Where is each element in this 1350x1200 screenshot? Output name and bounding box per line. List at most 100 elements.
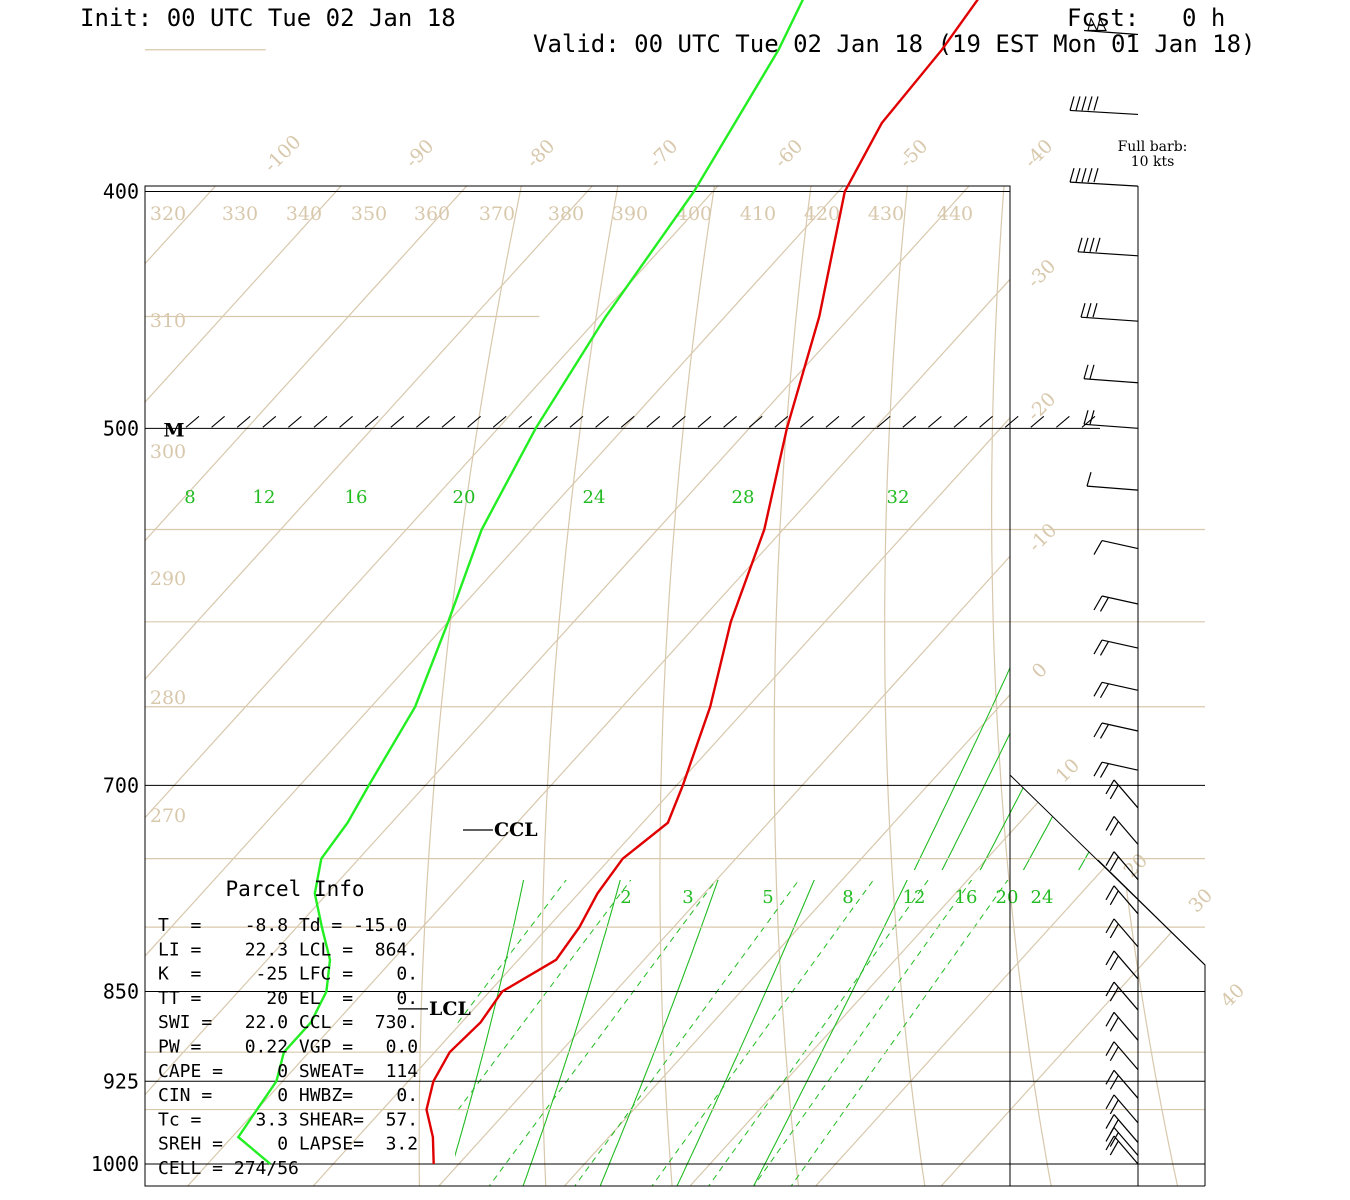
dry-adiabat-label: 400 <box>676 203 712 225</box>
barb-flag <box>1109 1140 1119 1156</box>
barb-flag <box>1077 237 1083 252</box>
melting-hatch <box>953 415 968 428</box>
parcel-info-row: K = -25 LFC = 0. <box>158 964 418 985</box>
dry-adiabat-line <box>418 186 1002 1186</box>
parcel-info-title: Parcel Info <box>225 877 364 901</box>
barb-flag <box>1105 1094 1115 1110</box>
moist-adiabat-label: 32 <box>887 487 910 508</box>
wind-barb <box>1093 595 1139 612</box>
melting-hatch <box>1081 415 1096 428</box>
dry-adiabat-label: 280 <box>150 687 186 709</box>
barb-flag <box>1081 167 1087 183</box>
wind-barb <box>1077 237 1139 257</box>
barb-flag <box>1093 761 1103 777</box>
pressure-label-925: 925 <box>103 1069 139 1093</box>
wind-barb <box>1105 851 1139 881</box>
barb-legend-line1: Full barb: <box>1117 139 1188 155</box>
barb-flag <box>1109 1099 1119 1115</box>
dry-adiabat-label: 330 <box>222 203 258 225</box>
wind-barb <box>1093 761 1139 778</box>
init-time: Init: 00 UTC Tue 02 Jan 18 <box>80 4 456 32</box>
wind-barb <box>1105 1069 1139 1099</box>
barb-flag <box>1105 1114 1115 1129</box>
isotherm-label: -10 <box>1024 519 1061 556</box>
barb-flag <box>1099 683 1110 699</box>
melting-level-label: M <box>163 419 184 441</box>
mixing-ratio-label: 8 <box>842 887 853 908</box>
melting-hatch <box>979 415 993 428</box>
mixing-ratio-line <box>651 880 875 1186</box>
moist-adiabat-label: 16 <box>345 487 368 508</box>
wind-barb <box>1105 950 1139 980</box>
barb-shaft <box>1101 540 1139 550</box>
isotherm-label: -90 <box>401 135 438 172</box>
barb-shaft <box>1113 1069 1139 1099</box>
barb-flag <box>1083 410 1089 425</box>
wind-barb <box>1083 16 1139 36</box>
barb-flag <box>1105 1135 1115 1151</box>
moist-adiabat-line <box>859 186 1098 870</box>
parcel-info-row: SREH = 0 LAPSE= 3.2 <box>158 1134 418 1155</box>
barb-flag <box>1093 722 1103 738</box>
dry-adiabat-label: 370 <box>479 203 515 225</box>
parcel-info-row: LI = 22.3 LCL = 864. <box>158 939 418 960</box>
barb-flag <box>1109 1075 1119 1090</box>
lower-adiabat-line <box>676 880 815 1186</box>
wind-barb <box>1105 981 1139 1011</box>
moist-adiabat-label: 24 <box>583 487 606 508</box>
barb-flag <box>1092 303 1098 318</box>
barb-flag <box>1105 1012 1115 1027</box>
melting-hatch <box>518 415 533 428</box>
barb-shaft <box>1083 423 1139 429</box>
mixing-ratio-line <box>488 880 717 1186</box>
parcel-info-row: CIN = 0 HWBZ= 0. <box>158 1085 418 1106</box>
mixing-ratio-label: 20 <box>996 887 1019 908</box>
barb-flag <box>1080 303 1086 318</box>
melting-hatch <box>672 415 686 428</box>
wind-barb <box>1093 639 1139 656</box>
barb-flag <box>1095 237 1101 252</box>
isotherm-label: -80 <box>522 135 559 172</box>
barb-flag <box>1093 595 1103 611</box>
barb-shaft <box>1113 950 1139 980</box>
barb-flag <box>1109 1017 1119 1032</box>
barb-flag <box>1093 167 1099 183</box>
temperature-profile <box>425 0 979 1165</box>
frame-box <box>144 185 1011 1187</box>
pressure-label-400: 400 <box>103 179 139 203</box>
barb-flag <box>1105 981 1115 997</box>
melting-hatch <box>262 415 277 428</box>
barb-flag <box>1093 540 1103 555</box>
isotherm-line <box>145 186 1205 1186</box>
mixing-ratio-label: 12 <box>903 887 926 908</box>
dry-adiabat-line <box>990 186 1205 1186</box>
wind-barb <box>1105 918 1139 948</box>
mixing-ratio-label: 3 <box>682 887 693 908</box>
dry-adiabat-label: 300 <box>150 441 186 463</box>
isotherm-line <box>411 186 1205 1186</box>
wind-barb <box>1105 1135 1139 1165</box>
melting-hatch <box>1030 415 1045 428</box>
dry-adiabat-label: 340 <box>286 203 322 225</box>
isotherm-label: -100 <box>260 131 306 177</box>
dry-adiabat-label: 320 <box>150 203 186 225</box>
melting-hatch <box>851 415 865 428</box>
barb-flag <box>1109 1132 1119 1147</box>
melting-hatch <box>569 415 584 428</box>
dry-adiabat-label: 360 <box>414 203 450 225</box>
barb-flag <box>1089 364 1095 379</box>
barb-flag <box>1109 856 1119 872</box>
barb-flag <box>1105 779 1115 795</box>
lower-adiabat-line <box>522 880 621 1186</box>
barb-shaft <box>1113 1114 1139 1143</box>
barb-shaft <box>1077 251 1139 257</box>
melting-hatch <box>492 415 507 428</box>
barb-flag <box>1069 96 1075 111</box>
isotherm-line <box>285 186 1205 1186</box>
dry-adiabat-line <box>1195 186 1205 1186</box>
melting-hatch <box>800 415 814 428</box>
lower-adiabat-line <box>455 880 525 1158</box>
barb-flag <box>1083 364 1089 379</box>
dry-adiabat-label: 390 <box>612 203 648 225</box>
